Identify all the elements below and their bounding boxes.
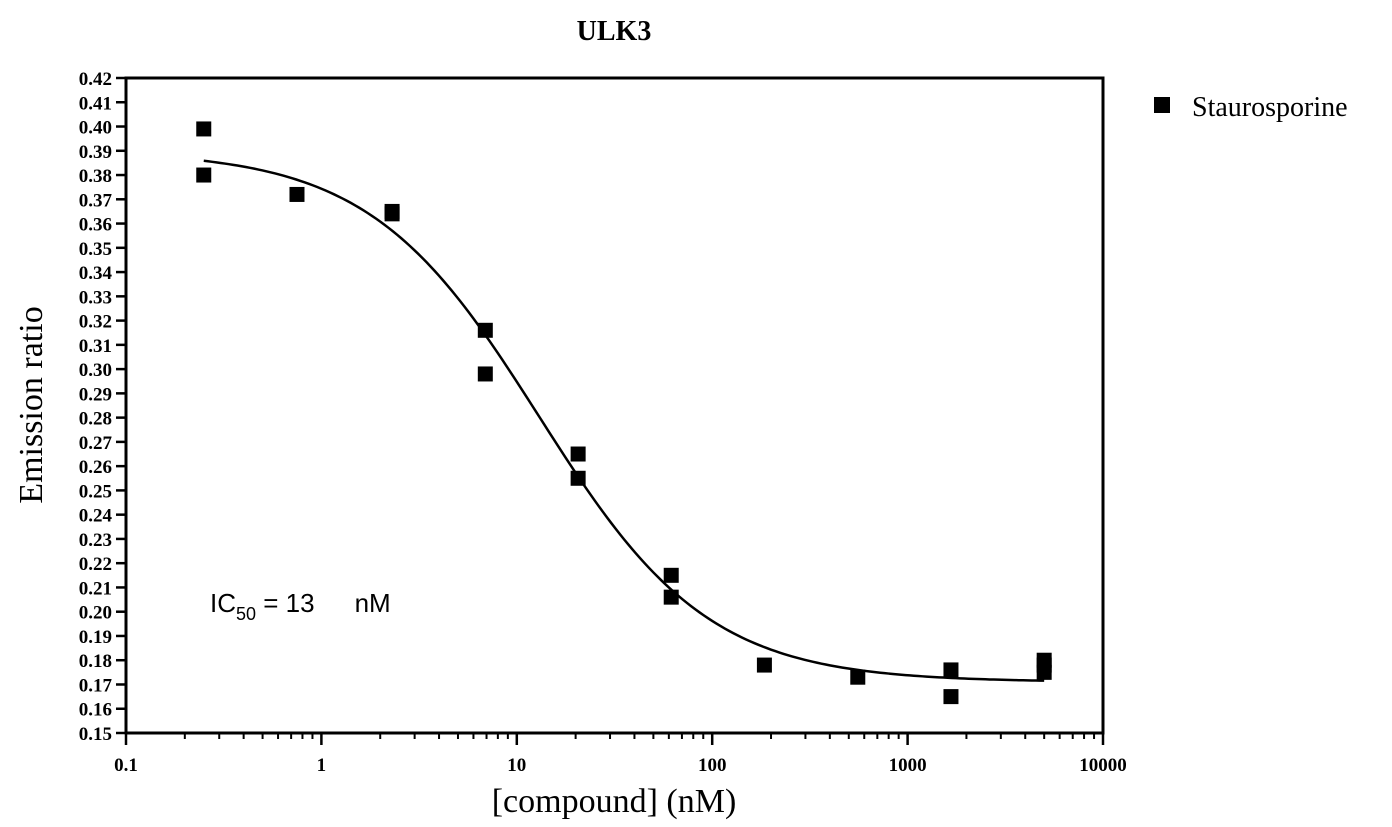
- chart-title: ULK3: [577, 16, 652, 47]
- x-tick-label: 0.1: [114, 755, 138, 776]
- y-tick-label: 0.38: [79, 166, 112, 187]
- data-point: [943, 662, 959, 678]
- y-tick-label: 0.32: [79, 312, 112, 333]
- x-axis-ticks: 0.1 1 10 100 1000 10000: [114, 733, 1127, 776]
- y-tick-label: 0.29: [79, 384, 112, 405]
- x-tick-label: 1: [317, 755, 327, 776]
- data-point: [289, 186, 305, 202]
- ic50-annotation: IC50 = 13 nM: [210, 588, 391, 624]
- y-axis-label: Emission ratio: [13, 306, 50, 503]
- data-point: [943, 689, 959, 705]
- data-point: [663, 589, 679, 605]
- y-tick-label: 0.28: [79, 409, 112, 430]
- x-axis-label: [compound] (nM): [492, 783, 737, 820]
- data-points: [196, 121, 1052, 705]
- data-point: [756, 657, 772, 673]
- y-tick-label: 0.31: [79, 336, 112, 357]
- data-point: [570, 470, 586, 486]
- y-tick-label: 0.25: [79, 481, 112, 502]
- y-tick-label: 0.16: [79, 700, 112, 721]
- legend-label-staurosporine: Staurosporine: [1192, 92, 1348, 123]
- x-tick-label: 10: [507, 755, 526, 776]
- y-tick-label: 0.24: [79, 506, 113, 527]
- x-tick-label: 10000: [1079, 755, 1127, 776]
- y-tick-label: 0.37: [79, 190, 113, 211]
- y-tick-label: 0.41: [79, 93, 112, 114]
- data-point: [663, 567, 679, 583]
- y-tick-label: 0.21: [79, 578, 112, 599]
- x-tick-label: 1000: [889, 755, 927, 776]
- data-point: [570, 446, 586, 462]
- y-tick-label: 0.39: [79, 142, 112, 163]
- y-tick-label: 0.27: [79, 433, 113, 454]
- fit-curve: [203, 159, 1045, 682]
- y-tick-label: 0.30: [79, 360, 112, 381]
- data-point: [850, 669, 866, 685]
- y-tick-label: 0.26: [79, 457, 112, 478]
- legend: Staurosporine: [1154, 92, 1348, 123]
- axes: [124, 76, 1105, 735]
- y-tick-label: 0.34: [79, 263, 113, 284]
- y-axis-ticks: 0.15 0.16 0.17 0.18 0.19 0.20 0.21 0.22 0.23 0.24…: [79, 69, 126, 745]
- y-tick-label: 0.33: [79, 287, 112, 308]
- y-tick-label: 0.36: [79, 215, 112, 236]
- y-tick-label: 0.40: [79, 118, 112, 139]
- y-tick-label: 0.18: [79, 651, 112, 672]
- y-tick-label: 0.19: [79, 627, 112, 648]
- data-point: [384, 206, 400, 222]
- y-tick-label: 0.35: [79, 239, 112, 260]
- data-point: [477, 366, 493, 382]
- data-point: [196, 167, 212, 183]
- data-point: [196, 121, 212, 137]
- y-tick-label: 0.17: [79, 675, 113, 696]
- y-tick-label: 0.20: [79, 603, 112, 624]
- y-tick-label: 0.22: [79, 554, 112, 575]
- y-tick-label: 0.42: [79, 69, 112, 90]
- y-tick-label: 0.23: [79, 530, 112, 551]
- data-point: [1036, 664, 1052, 680]
- x-tick-label: 100: [698, 755, 727, 776]
- y-tick-label: 0.15: [79, 724, 112, 745]
- legend-swatch-staurosporine: [1154, 97, 1170, 113]
- plot-frame: [124, 76, 1105, 735]
- data-point: [477, 322, 493, 338]
